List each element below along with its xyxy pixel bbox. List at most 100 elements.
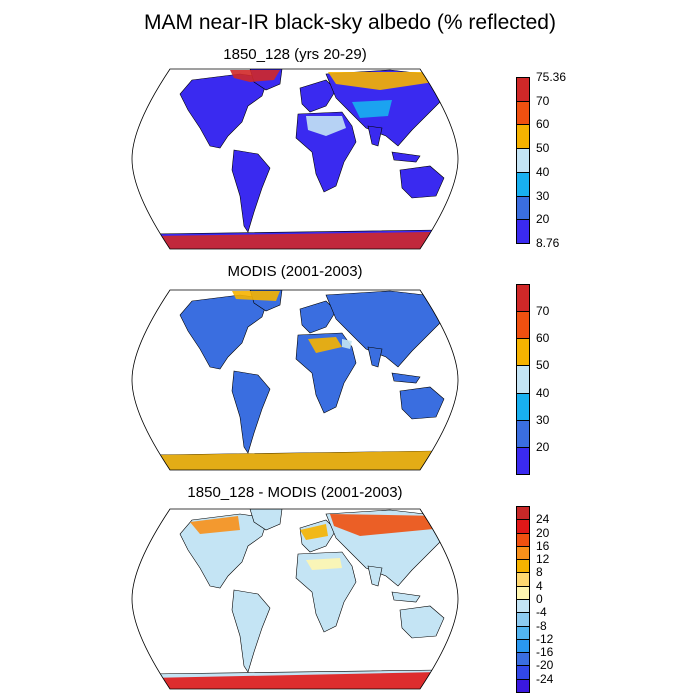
colorbar-swatch [516, 446, 530, 475]
albedo-region [140, 232, 440, 249]
colorbar-label: 12 [536, 552, 550, 567]
landmass-europe [299, 79, 337, 113]
colorbar-swatch [516, 148, 530, 173]
colorbar-label: 4 [536, 578, 543, 593]
colorbar-label: 30 [536, 188, 550, 203]
albedo-region [306, 558, 342, 570]
colorbar-label: 60 [536, 117, 550, 132]
colorbar-label: 8 [536, 565, 543, 580]
colorbar-swatch [516, 195, 530, 221]
albedo-region [142, 451, 442, 470]
colorbar-swatch [516, 545, 530, 561]
colorbar-swatch [516, 100, 530, 126]
colorbar-swatch [516, 365, 530, 394]
landmass-south-america [231, 589, 271, 673]
colorbar-label: -8 [536, 618, 547, 633]
colorbar-swatch [516, 585, 530, 600]
colorbar-label: 30 [536, 412, 550, 427]
albedo-region [138, 672, 450, 689]
colorbar-swatch [516, 638, 530, 654]
colorbar-swatch [516, 572, 530, 587]
colorbar-label: 50 [536, 358, 550, 373]
landmass-indonesia [391, 372, 421, 384]
landmass-south-america [231, 370, 271, 454]
colorbar-swatch [516, 678, 530, 693]
colorbar-swatch [516, 532, 530, 547]
colorbar-label: 40 [536, 385, 550, 400]
landmass-india [367, 346, 383, 368]
albedo-region [232, 291, 280, 301]
colorbar-label: -16 [536, 645, 554, 660]
landmass-south-america [231, 149, 271, 233]
albedo-region [352, 100, 392, 118]
albedo-region [306, 116, 346, 136]
colorbar-swatch [516, 506, 530, 521]
albedo-region [342, 339, 352, 349]
colorbar-swatch [516, 124, 530, 150]
colorbar-swatch [516, 77, 530, 102]
colorbar-label: 70 [536, 304, 550, 319]
land-obs [139, 290, 451, 470]
colorbar-label: 50 [536, 141, 550, 156]
landmass-indonesia [391, 151, 421, 163]
colorbar-swatch [516, 599, 530, 614]
colorbar-swatch [516, 338, 530, 367]
panel-title-obs: MODIS (2001-2003) [227, 263, 363, 280]
albedo-region [190, 516, 240, 534]
landmass-north-america [179, 73, 269, 149]
albedo-region [308, 337, 342, 353]
landmass-africa [295, 551, 357, 633]
colorbar-label: 0 [536, 592, 543, 606]
colorbar-label: 40 [536, 164, 550, 179]
colorbar-label: 70 [536, 93, 550, 108]
landmass-north-america [179, 294, 269, 370]
landmass-australia [399, 386, 445, 420]
landmass-africa [295, 111, 357, 193]
map-border [131, 289, 459, 471]
landmass-greenland [249, 509, 283, 531]
colorbar-label: 60 [536, 331, 550, 346]
colorbar-swatch [516, 419, 530, 448]
landmass-india [367, 125, 383, 147]
colorbar-label: -4 [536, 605, 547, 620]
colorbar-swatch [516, 559, 530, 574]
colorbar-swatch [516, 284, 530, 313]
landmass-australia [399, 165, 445, 199]
map-border [131, 508, 459, 690]
map-model [131, 68, 459, 250]
colorbar-label: -20 [536, 658, 554, 673]
colorbar-swatch [516, 519, 530, 534]
colorbar-label: 20 [536, 212, 550, 227]
colorbar-label: 16 [536, 538, 550, 553]
land-diff [138, 509, 451, 689]
panel-title-model: 1850_128 (yrs 20-29) [223, 46, 367, 63]
colorbar-label: -24 [536, 671, 554, 686]
colorbar-label: -12 [536, 631, 554, 646]
albedo-region [230, 70, 280, 82]
colorbar-max-label: 75.36 [536, 70, 567, 84]
colorbar-swatch [516, 625, 530, 640]
albedo-region [330, 514, 444, 536]
landmass-australia [399, 605, 445, 639]
colorbar-swatch [516, 171, 530, 197]
map-obs [131, 289, 459, 471]
colorbar-swatch [516, 311, 530, 340]
colorbar-label: 20 [536, 525, 550, 540]
landmass-india [367, 565, 383, 587]
colorbar-swatch [516, 612, 530, 627]
land-model [139, 69, 451, 249]
colorbar-label: 24 [536, 512, 550, 527]
colorbar-min-label: 8.76 [536, 236, 560, 250]
albedo-region [328, 72, 434, 90]
panel-title-diff: 1850_128 - MODIS (2001-2003) [187, 484, 403, 501]
colorbar-swatch [516, 665, 530, 680]
map-diff [131, 508, 459, 690]
colorbar-swatch [516, 219, 530, 244]
colorbar-label: 20 [536, 439, 550, 454]
map-border [131, 68, 459, 250]
albedo-region [300, 524, 328, 540]
colorbar-swatch [516, 652, 530, 667]
colorbar-swatch [516, 392, 530, 421]
page-title: MAM near-IR black-sky albedo (% reflecte… [144, 11, 556, 34]
landmass-europe [299, 300, 337, 334]
